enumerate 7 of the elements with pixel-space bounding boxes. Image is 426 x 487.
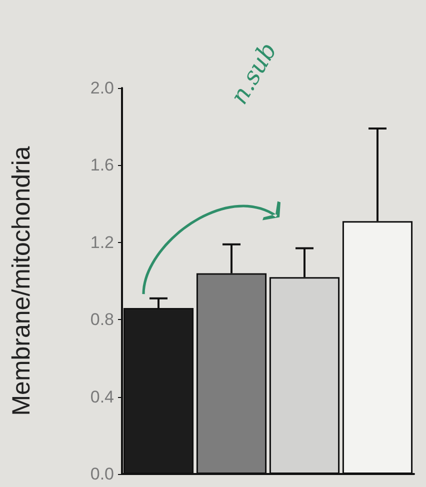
y-tick-label: 2.0 bbox=[90, 78, 114, 98]
y-tick-label: 0.8 bbox=[90, 310, 114, 330]
y-tick-label: 0.4 bbox=[90, 387, 114, 406]
y-tick-label: 1.2 bbox=[90, 232, 114, 252]
y-axis-title: Membrane/mitochondria bbox=[8, 146, 36, 416]
y-tick-label: 0.0 bbox=[90, 464, 114, 484]
y-tick-label: 1.6 bbox=[90, 156, 114, 175]
